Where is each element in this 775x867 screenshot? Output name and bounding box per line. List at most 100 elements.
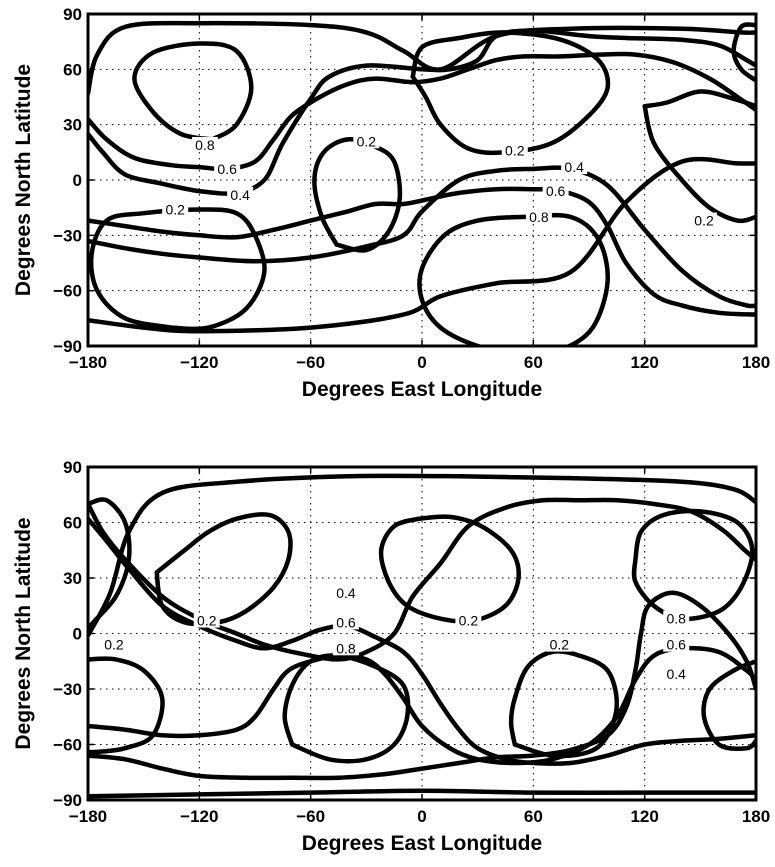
y-tick-label: −60 — [53, 282, 82, 301]
contour-label: 0.2 — [197, 613, 217, 629]
contour-label-bg — [353, 133, 380, 149]
x-tick-label: 60 — [524, 807, 543, 826]
contour-label-bg — [663, 610, 690, 626]
contour-line-0_4 — [88, 28, 756, 196]
contour-label-bg — [193, 612, 220, 628]
contour-label: 0.8 — [336, 640, 356, 656]
contour-label-bg — [455, 612, 482, 628]
contour-line-0_8 — [154, 512, 293, 627]
contour-label: 0.2 — [165, 202, 185, 218]
y-tick-label: 0 — [73, 171, 82, 190]
contour-label: 0.2 — [104, 637, 124, 653]
x-axis-label: Degrees East Longitude — [302, 832, 542, 855]
contour-label: 0.2 — [550, 637, 570, 653]
contour-line-0_2 — [88, 20, 756, 96]
contour-line-0_8 — [88, 207, 267, 332]
contour-labels: 0.80.60.40.20.20.20.40.60.8 0.2 — [162, 133, 718, 229]
contour-line-0_8 — [508, 649, 620, 759]
contour-label-bg — [542, 183, 569, 199]
contour-label: 0.6 — [336, 614, 356, 630]
contour-label: 0.4 — [230, 187, 250, 203]
contour-label: 0.4 — [336, 585, 356, 601]
x-axis-label: Degrees East Longitude — [302, 378, 542, 401]
x-tick-label: −120 — [180, 807, 218, 826]
y-tick-label: 90 — [63, 458, 82, 477]
y-tick-label: −30 — [53, 226, 82, 245]
contour-labels: 0.2 0.2 0.4 0.6 0.8 0.2 0.2 0.8 0.6 0.4 — [100, 584, 690, 682]
contour-label-bg — [332, 584, 359, 600]
contour-label: 0.8 — [195, 137, 215, 153]
x-tick-label: −60 — [296, 353, 325, 372]
x-tick-label: 0 — [417, 807, 426, 826]
contour-label-bg — [162, 201, 189, 217]
contour-label-bg — [100, 636, 127, 652]
y-tick-label: −30 — [53, 680, 82, 699]
x-tick-label: −60 — [296, 807, 325, 826]
contour-line-0_8 — [132, 41, 254, 142]
contour-label-bg — [525, 208, 552, 224]
contour-line-0_8 — [701, 659, 756, 751]
y-axis-label: Degrees North Latitude — [12, 64, 35, 296]
contour-line-0_8 — [282, 653, 411, 764]
contour-line-0_8 — [378, 514, 521, 624]
upper-chart-panel: 0.8 0.6 0.4 0.2 0.2 0.2 0.4 0.6 0.8 0.2 −180 −120 −6… — [0, 0, 775, 420]
x-tick-label: 180 — [742, 353, 770, 372]
contour-line-0_4 — [88, 165, 756, 309]
contour-label-bg — [691, 212, 718, 228]
upper-contour-chart: 0.80.60.40.20.20.20.40.60.8 0.2−180 −120 −6… — [12, 5, 770, 401]
contour-line-0_8 — [88, 497, 132, 636]
contour-label: 0.6 — [217, 161, 237, 177]
contour-label-bg — [663, 636, 690, 652]
contour-line-0_2 — [88, 156, 756, 334]
y-tick-label: 60 — [63, 514, 82, 533]
contour-line-0_2 — [88, 473, 756, 638]
x-tick-label: 60 — [524, 353, 543, 372]
x-tick-label: 120 — [630, 353, 658, 372]
y-tick-label: 30 — [63, 569, 82, 588]
contour-label: 0.8 — [529, 209, 549, 225]
y-tick-label: 30 — [63, 116, 82, 135]
contour-label-bg — [227, 186, 254, 202]
y-tick-label: −90 — [53, 337, 82, 356]
tick-labels: −180 −120 −60 0 60 120 180 90 60 30 0 −30 −60 −90 — [53, 5, 770, 372]
contour-label-bg — [501, 142, 528, 158]
contour-label: 0.6 — [546, 183, 566, 199]
contour-label: 0.2 — [357, 133, 377, 149]
x-tick-label: −180 — [69, 807, 107, 826]
contour-label-bg — [546, 636, 573, 652]
contour-line-0_8 — [642, 89, 756, 109]
contour-label-bg — [663, 666, 690, 682]
contour-line-0_8 — [642, 103, 756, 224]
contour-line-0_6 — [88, 51, 756, 172]
contour-label-bg — [332, 614, 359, 630]
contour-line-0_8 — [417, 212, 610, 346]
contour-label-bg — [561, 159, 588, 175]
x-tick-label: 120 — [630, 807, 658, 826]
contour-label: 0.4 — [564, 159, 584, 175]
contour-label: 0.2 — [459, 613, 479, 629]
contour-label: 0.4 — [666, 666, 686, 682]
y-tick-label: 60 — [63, 60, 82, 79]
contour-line-0_8 — [312, 137, 403, 253]
tick-labels: −180 −120 −60 0 60 120 180 90 60 30 0 −30 −60 −90 — [53, 458, 770, 826]
contour-label: 0.6 — [666, 637, 686, 653]
contour-label: 0.2 — [505, 142, 525, 158]
contour-line-0_4 — [88, 497, 756, 662]
contour-line-0_8 — [631, 508, 755, 622]
y-tick-label: 90 — [63, 5, 82, 24]
contour-label: 0.8 — [666, 611, 686, 627]
y-axis-label: Degrees North Latitude — [12, 517, 35, 749]
lower-chart-panel: 0.2 0.2 0.4 0.6 0.8 0.2 0.2 0.8 0.6 0.4 −180 −120 −6… — [0, 440, 775, 867]
contour-line-0_6 — [88, 186, 756, 317]
contour-label-bg — [332, 640, 359, 656]
x-tick-label: 0 — [417, 353, 426, 372]
x-tick-label: −180 — [69, 353, 107, 372]
contour-line-0_4 — [88, 590, 756, 781]
y-tick-label: −90 — [53, 791, 82, 810]
contour-line-0_6 — [88, 645, 756, 766]
contour-label-bg — [214, 160, 241, 176]
contour-lines — [88, 20, 756, 346]
contour-label: 0.2 — [694, 213, 714, 229]
x-tick-label: −120 — [180, 353, 218, 372]
lower-contour-chart: 0.2 0.2 0.4 0.6 0.8 0.2 0.2 0.8 0.6 0.4 −180 −120 −6… — [12, 458, 770, 855]
